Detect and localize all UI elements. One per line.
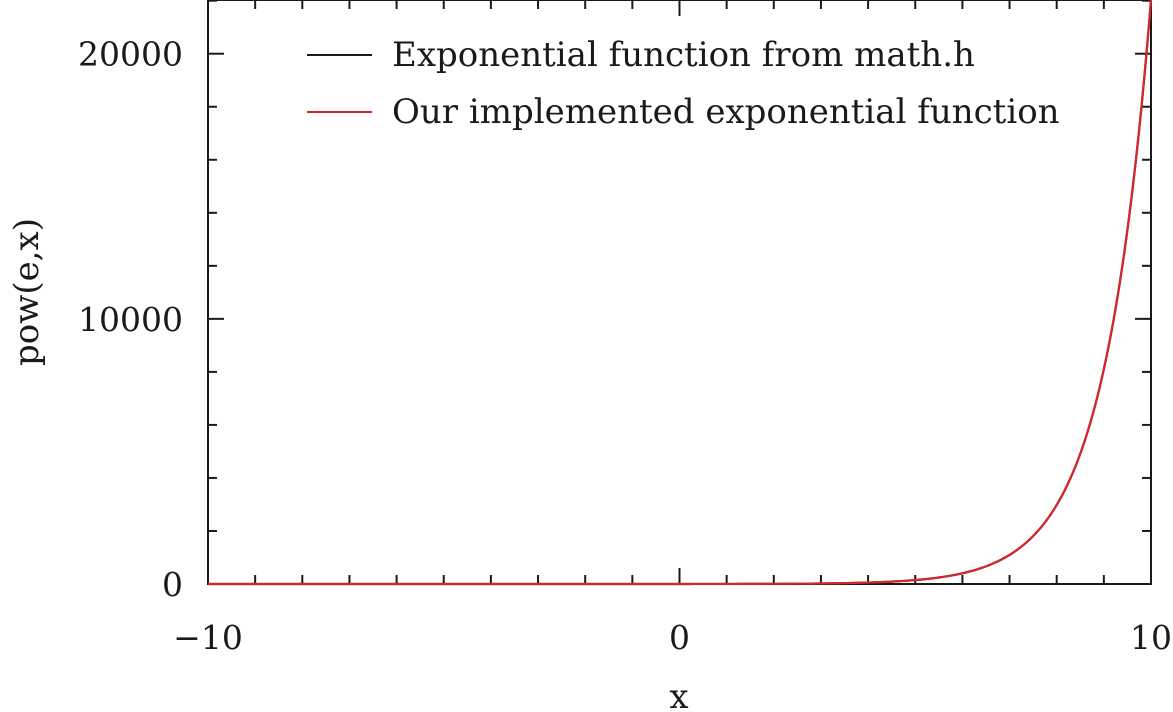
x-axis-title: x [669, 677, 688, 712]
plot-frame [207, 0, 1152, 585]
legend: Exponential function from math.h Our imp… [307, 35, 1060, 132]
x-tick-label: 0 [669, 618, 690, 657]
series-lines [208, 0, 1153, 586]
x-tick-label: 10 [1130, 618, 1172, 657]
axis-ticks [207, 0, 1152, 585]
axis-tick-labels: −10 0 10 0 10000 20000 [78, 35, 1172, 657]
y-tick-label: 10000 [78, 300, 183, 339]
series-line-2 [208, 0, 1153, 586]
series-line-1 [208, 0, 1153, 586]
y-axis-title: pow(e,x) [7, 218, 47, 366]
y-tick-label: 0 [162, 565, 183, 604]
legend-label-series-1: Exponential function from math.h [392, 35, 975, 75]
y-tick-label: 20000 [78, 35, 183, 74]
legend-label-series-2: Our implemented exponential function [392, 92, 1060, 132]
x-tick-label: −10 [173, 618, 243, 657]
